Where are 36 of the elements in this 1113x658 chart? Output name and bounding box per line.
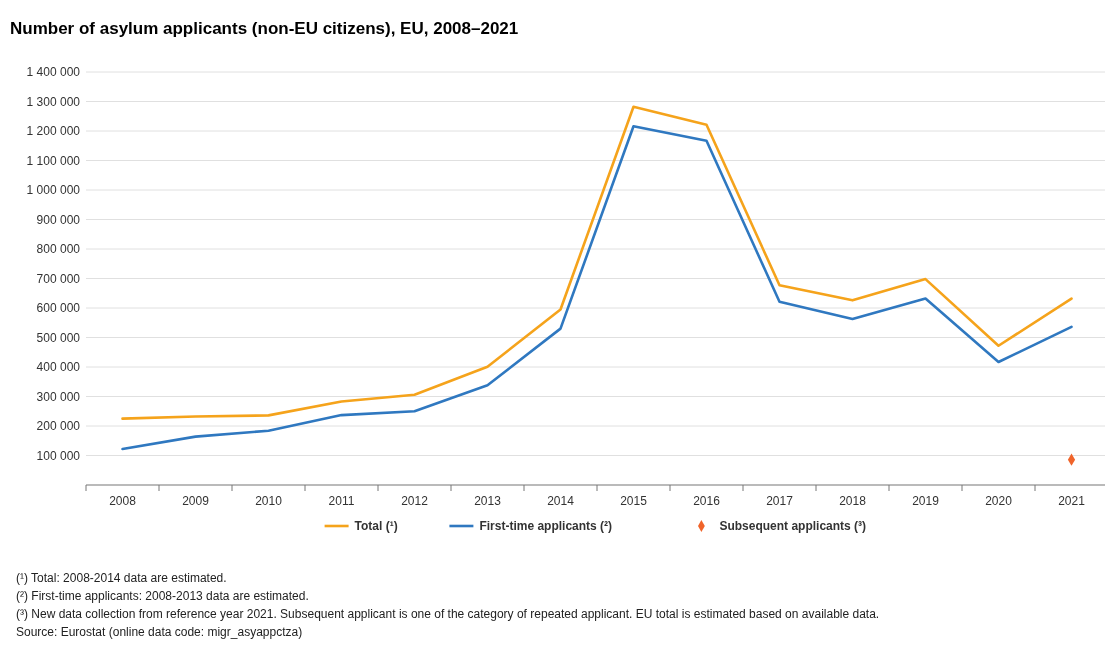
y-tick-label: 900 000	[36, 212, 81, 227]
x-tick-label: 2010	[255, 494, 283, 508]
y-tick-label: 100 000	[36, 448, 81, 463]
x-tick-label: 2008	[109, 494, 137, 508]
x-tick-label: 2009	[182, 494, 210, 508]
text: (³) New data collection from reference year 2021. Subsequent applicant is one of the category of repeated applicant. EU total is estimated based on available data.	[16, 607, 880, 621]
x-tick-label: 2013	[474, 494, 502, 508]
y-tick-label: 700 000	[36, 271, 81, 286]
x-tick-label: 2021	[1058, 494, 1086, 508]
y-tick-label: 1 400 000	[26, 65, 81, 80]
y-tick-label: 500 000	[36, 330, 81, 345]
y-tick-label: 300 000	[36, 389, 81, 404]
text: (²) First-time applicants: 2008-2013 data are estimated.	[16, 589, 309, 603]
y-tick-label: 200 000	[36, 419, 81, 434]
x-tick-label: 2018	[839, 494, 867, 508]
x-tick-label: 2011	[328, 494, 355, 508]
legend-label: Total (¹)	[354, 519, 398, 533]
y-tick-label: 1 000 000	[26, 183, 81, 198]
y-tick-label: 600 000	[36, 301, 81, 316]
x-tick-label: 2015	[620, 494, 648, 508]
x-tick-label: 2014	[547, 494, 575, 508]
source-note: Source: Eurostat (online data code: migr_asyappctza)	[16, 625, 303, 639]
y-tick-label: 1 100 000	[26, 153, 81, 168]
x-tick-label: 2012	[401, 494, 429, 508]
legend-label: First-time applicants (²)	[479, 519, 613, 533]
x-tick-label: 2016	[693, 494, 721, 508]
y-tick-label: 1 200 000	[26, 124, 81, 139]
x-tick-label: 2020	[985, 494, 1013, 508]
chart-title: Number of asylum applicants (non-EU citizens), EU, 2008–2021	[10, 19, 519, 38]
x-tick-label: 2019	[912, 494, 940, 508]
y-tick-label: 1 300 000	[26, 94, 81, 109]
x-tick-label: 2017	[766, 494, 794, 508]
legend-label: Subsequent applicants (³)	[719, 519, 867, 533]
y-tick-label: 800 000	[36, 242, 81, 257]
y-tick-label: 400 000	[36, 360, 81, 375]
text: (¹) Total: 2008-2014 data are estimated.	[16, 571, 227, 585]
